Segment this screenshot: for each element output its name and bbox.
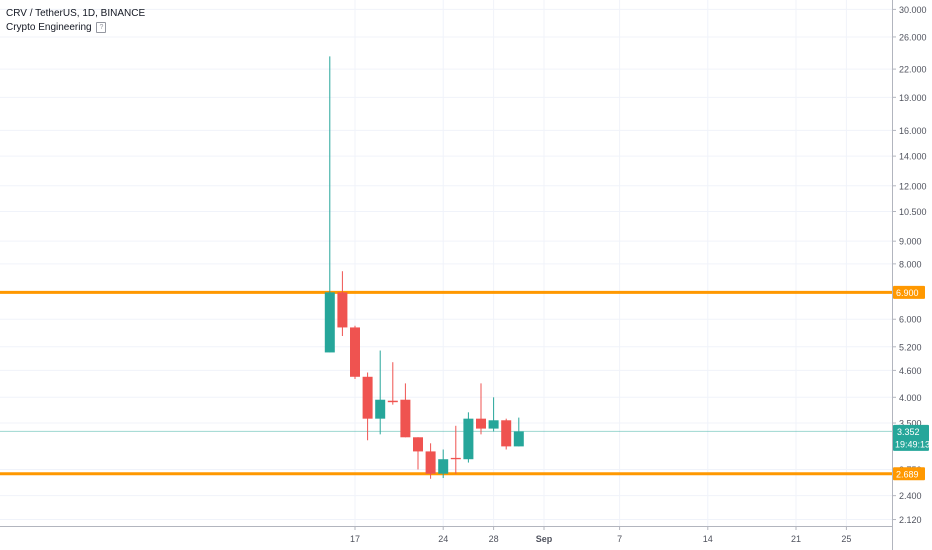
price-labels: 6.900 2.689 3.352 19:49:13	[893, 285, 930, 481]
candle	[488, 397, 499, 432]
y-tick-label: 5.200	[899, 342, 922, 352]
y-tick-label: 12.000	[899, 181, 927, 191]
candle-body	[425, 451, 436, 474]
candle-body	[513, 431, 524, 447]
chart-legend: CRV / TetherUS, 1D, BINANCE Crypto Engin…	[6, 7, 145, 35]
candle-body	[324, 292, 335, 353]
candle	[425, 443, 436, 479]
y-tick-label: 3.500	[899, 419, 922, 429]
candle-body	[337, 292, 348, 328]
help-icon[interactable]: ?	[96, 21, 107, 33]
candle-body	[463, 418, 474, 460]
candles	[324, 56, 524, 479]
candle	[400, 383, 411, 438]
candle	[350, 325, 360, 379]
candle	[362, 372, 373, 441]
x-tick-label: 21	[791, 534, 801, 544]
candle	[476, 383, 486, 435]
level-price-label: 2.689	[896, 469, 919, 479]
last-price-label: 3.352	[897, 427, 920, 437]
author-name: Crypto Engineering	[6, 22, 92, 33]
candle-body	[438, 459, 449, 474]
author-line: Crypto Engineering ?	[6, 21, 145, 35]
x-tick-label: 14	[703, 534, 713, 544]
y-tick-label: 14.000	[899, 152, 927, 162]
x-tick-label: 7	[617, 534, 622, 544]
candle	[463, 412, 474, 463]
bar-countdown-label: 19:49:13	[895, 439, 930, 449]
candle	[413, 437, 423, 470]
last-price-tag	[893, 424, 929, 451]
candle	[438, 449, 449, 479]
y-tick-label: 8.000	[899, 259, 922, 269]
horizontal-levels	[0, 290, 892, 476]
x-tick-label: Sep	[536, 534, 553, 544]
candle-body	[501, 420, 512, 447]
level-price-tag	[893, 467, 925, 481]
candle	[387, 362, 398, 405]
candle	[337, 271, 348, 336]
symbol-title: CRV / TetherUS, 1D, BINANCE	[6, 8, 146, 19]
candle-body	[362, 376, 373, 419]
candle-body	[488, 420, 499, 429]
y-tick-label: 9.000	[899, 237, 922, 247]
candle-body	[400, 399, 411, 438]
candle-body	[375, 399, 386, 419]
y-tick-label: 19.000	[899, 93, 927, 103]
y-tick-label: 2.120	[899, 515, 922, 525]
candle	[450, 425, 461, 474]
candle-body	[476, 418, 486, 429]
candle	[375, 350, 386, 435]
candle-body	[350, 327, 360, 377]
y-tick-label: 4.600	[899, 366, 922, 376]
chart-grid	[0, 0, 892, 526]
x-tick-label: 28	[489, 534, 499, 544]
candle	[513, 417, 524, 447]
candle-body	[387, 400, 398, 403]
y-tick-label: 26.000	[899, 32, 927, 42]
x-tick-label: 25	[841, 534, 851, 544]
level-price-tag	[893, 285, 925, 299]
level-price-label: 6.900	[896, 288, 919, 298]
y-tick-label: 10.500	[899, 207, 927, 217]
candle-body	[450, 457, 461, 460]
y-tick-label: 16.000	[899, 126, 927, 136]
y-tick-label: 6.000	[899, 315, 922, 325]
x-tick-label: 17	[350, 534, 360, 544]
y-tick-label: 4.000	[899, 393, 922, 403]
x-tick-label: 24	[438, 534, 448, 544]
candle-body	[413, 437, 423, 452]
y-tick-label: 2.400	[899, 491, 922, 501]
candle	[324, 56, 335, 353]
y-tick-label: 22.000	[899, 65, 927, 75]
candle	[501, 418, 512, 450]
y-tick-label: 30.000	[899, 5, 927, 15]
